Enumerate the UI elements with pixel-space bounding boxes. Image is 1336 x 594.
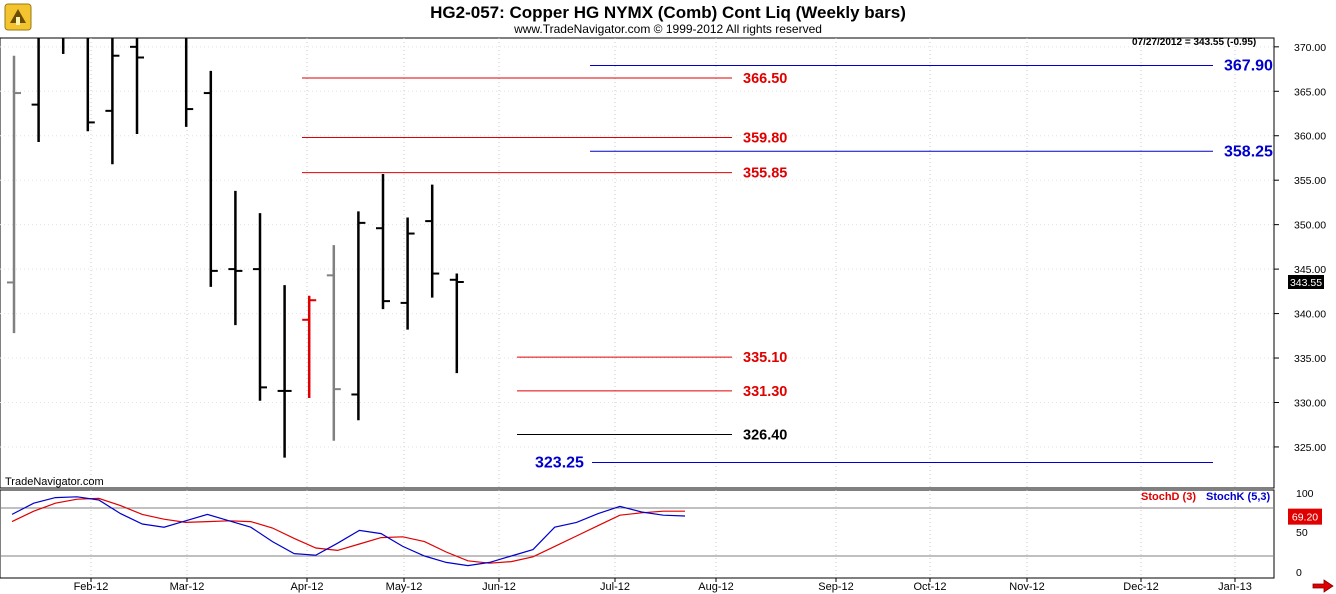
indicator-panel (0, 489, 1275, 579)
indicator-tick-label: 0 (1296, 567, 1302, 579)
last-quote-readout: 07/27/2012 = 343.55 (-0.95) (1132, 37, 1257, 48)
ohlc-bar (184, 38, 194, 127)
ohlc-bar (302, 295, 317, 399)
y-tick-label: 355.00 (1294, 175, 1326, 187)
x-tick-label: May-12 (386, 581, 423, 593)
y-tick-label: 360.00 (1294, 131, 1326, 143)
x-tick-label: Jan-13 (1218, 581, 1252, 593)
ohlc-bar (376, 173, 390, 310)
ohlc-bar (449, 273, 464, 374)
level-label: 326.40 (743, 427, 787, 443)
stoch-d-line (11, 497, 685, 564)
x-tick-label: Dec-12 (1123, 581, 1158, 593)
x-tick-label: Nov-12 (1009, 581, 1044, 593)
x-tick-label: Apr-12 (290, 581, 323, 593)
x-tick-label: Jul-12 (600, 581, 630, 593)
y-tick-label: 340.00 (1294, 309, 1326, 321)
level-label: 366.50 (743, 71, 787, 87)
x-tick-label: Mar-12 (170, 581, 205, 593)
y-tick-label: 370.00 (1294, 42, 1326, 54)
ohlc-bar (86, 38, 95, 132)
ohlc-bar (31, 38, 40, 142)
x-tick-label: Feb-12 (74, 581, 109, 593)
x-tick-label: Jun-12 (482, 581, 516, 593)
trade-navigator-logo-icon (4, 3, 32, 31)
level-label: 323.25 (535, 455, 584, 472)
stoch-k-line (11, 496, 686, 567)
x-tick-label: Sep-12 (818, 581, 853, 593)
ohlc-bar (277, 285, 292, 458)
y-tick-label: 350.00 (1294, 220, 1326, 232)
copyright-notice: www.TradeNavigator.com © 1999-2012 All r… (514, 22, 822, 36)
ohlc-bar (130, 38, 144, 134)
level-label: 355.85 (743, 166, 787, 182)
ohlc-bar (351, 211, 366, 421)
y-tick-label: 325.00 (1294, 442, 1326, 454)
ohlc-bar (425, 184, 440, 298)
ohlc-bar (253, 213, 267, 401)
chart-title: HG2-057: Copper HG NYMX (Comb) Cont Liq … (430, 3, 906, 22)
price-panel (0, 37, 1275, 489)
indicator-tick-label: 100 (1296, 488, 1314, 500)
watermark: TradeNavigator.com (5, 476, 104, 488)
level-label: 331.30 (743, 384, 787, 400)
ohlc-bar (105, 38, 120, 165)
stoch-d-legend: StochD (3) (1141, 491, 1196, 503)
x-tick-label: Oct-12 (913, 581, 946, 593)
y-tick-label: 335.00 (1294, 353, 1326, 365)
indicator-tick-label: 50 (1296, 527, 1308, 539)
y-tick-label: 365.00 (1294, 86, 1326, 98)
ohlc-bar (203, 70, 218, 287)
chart-header: HG2-057: Copper HG NYMX (Comb) Cont Liq … (0, 0, 1336, 38)
level-label: 358.25 (1224, 143, 1273, 160)
last-price-box (1288, 275, 1324, 290)
ohlc-bar (228, 190, 243, 326)
indicator-value-box (1288, 508, 1322, 525)
ohlc-bar (7, 55, 21, 334)
last-price-label: 343.55 (1290, 277, 1322, 289)
level-label: 367.90 (1224, 58, 1273, 75)
scroll-right-arrow-icon[interactable] (1312, 579, 1334, 593)
stoch-k-legend: StochK (5,3) (1206, 491, 1271, 503)
x-tick-label: Aug-12 (698, 581, 733, 593)
y-tick-label: 330.00 (1294, 397, 1326, 409)
y-tick-label: 345.00 (1294, 264, 1326, 276)
level-label: 335.10 (743, 350, 787, 366)
ohlc-bar (400, 217, 415, 330)
ohlc-bar (326, 245, 341, 441)
indicator-value-label: 69.20 (1292, 512, 1318, 524)
level-label: 359.80 (743, 131, 787, 147)
